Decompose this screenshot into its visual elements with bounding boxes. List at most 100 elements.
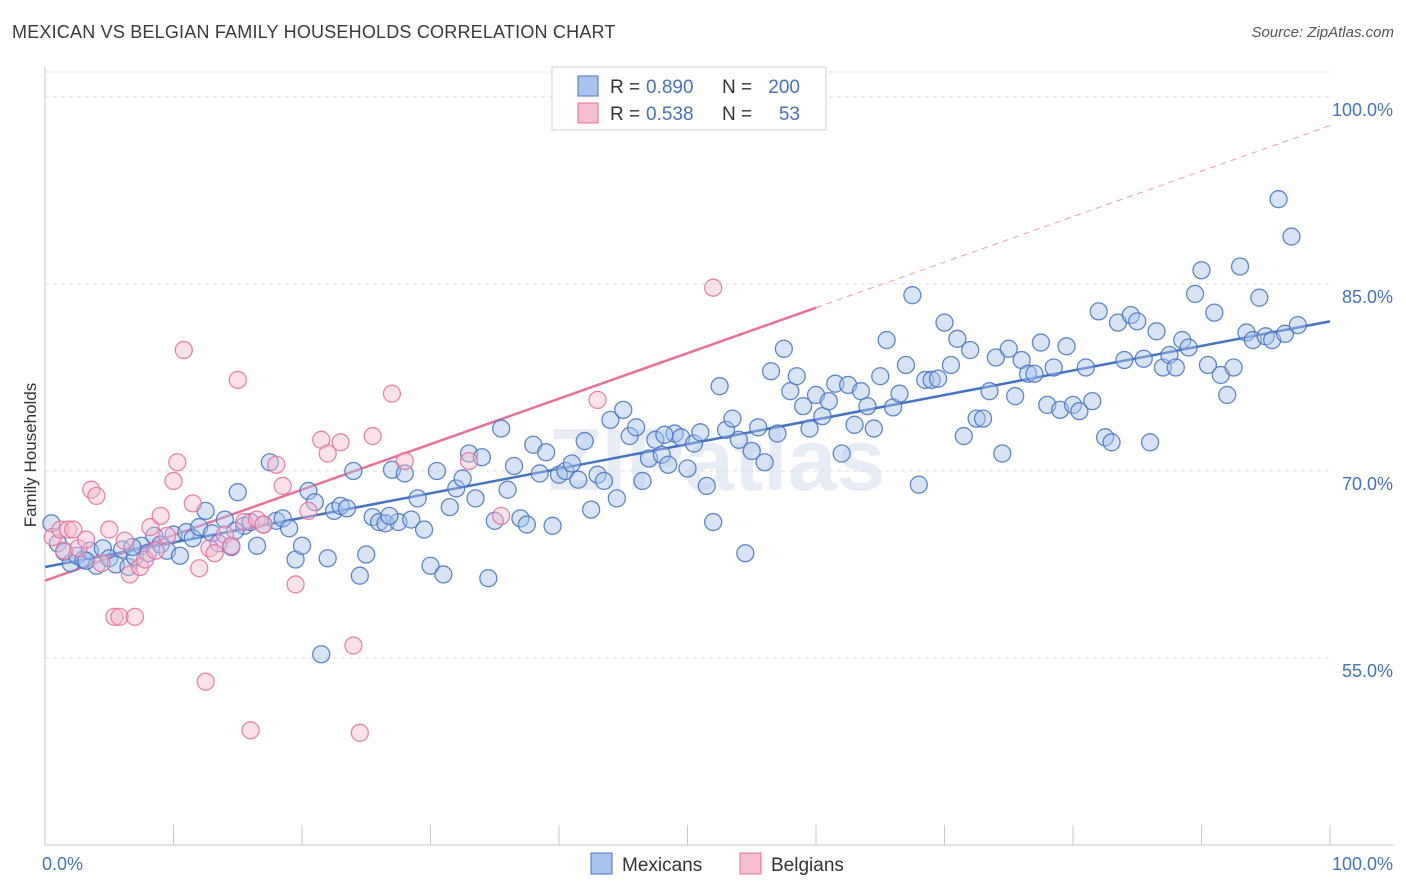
point-belgians-21 [157, 526, 177, 545]
point-mexicans-8 [93, 539, 112, 558]
point-mexicans-111 [755, 453, 774, 472]
x-tick-label-1: 100.0% [1332, 854, 1393, 874]
point-belgians-3 [58, 520, 78, 539]
point-belgians-2 [55, 541, 74, 560]
point-mexicans-56 [402, 510, 421, 529]
point-mexicans-192 [1275, 324, 1295, 343]
legend-n-label-belgians: N = [722, 104, 752, 125]
legend-r-label-belgians: R = [610, 104, 640, 125]
point-mexicans-70 [492, 419, 511, 438]
point-mexicans-181 [1205, 303, 1224, 322]
point-mexicans-37 [279, 519, 299, 538]
point-mexicans-142 [954, 426, 973, 446]
point-mexicans-62 [440, 497, 459, 517]
y-tick-labels: 55.0% 70.0% 85.0% 100.0% [1332, 100, 1393, 681]
point-mexicans-101 [691, 423, 710, 442]
point-belgians-6 [76, 530, 96, 549]
data-points [42, 190, 1308, 742]
point-mexicans-188 [1250, 288, 1269, 307]
point-mexicans-102 [697, 476, 716, 496]
point-belgians-50 [492, 506, 511, 526]
point-mexicans-171 [1140, 433, 1160, 452]
legend-n-value-belgians: 53 [779, 104, 800, 125]
point-belgians-0 [43, 527, 62, 547]
point-belgians-39 [286, 575, 305, 594]
legend-n-value-mexicans: 200 [768, 77, 800, 98]
point-mexicans-109 [742, 441, 761, 461]
point-mexicans-178 [1185, 284, 1205, 304]
point-mexicans-163 [1089, 302, 1108, 321]
point-mexicans-153 [1025, 364, 1044, 383]
point-mexicans-61 [434, 565, 453, 584]
point-mexicans-179 [1192, 261, 1211, 280]
point-belgians-46 [363, 426, 382, 446]
y-axis-title: Family Households [21, 383, 40, 528]
point-mexicans-110 [749, 418, 768, 437]
point-belgians-25 [183, 494, 202, 513]
legend-swatch-mexicans [577, 75, 599, 97]
point-mexicans-74 [517, 515, 537, 534]
point-mexicans-198 [380, 506, 399, 526]
source-label: Source: ZipAtlas.com [1251, 24, 1394, 41]
point-mexicans-160 [1070, 401, 1089, 421]
point-belgians-20 [151, 506, 170, 526]
point-mexicans-191 [1269, 190, 1288, 209]
point-mexicans-66 [466, 489, 485, 508]
point-mexicans-175 [1166, 358, 1185, 377]
point-mexicans-154 [1031, 333, 1051, 352]
point-belgians-32 [228, 370, 247, 390]
point-belgians-23 [168, 453, 187, 472]
point-mexicans-49 [357, 545, 376, 564]
point-mexicans-40 [299, 481, 318, 501]
y-tick-label-3: 100.0% [1332, 100, 1393, 120]
point-belgians-18 [141, 517, 160, 537]
point-mexicans-43 [318, 549, 337, 568]
point-mexicans-32 [247, 536, 267, 555]
point-mexicans-80 [556, 461, 575, 481]
point-belgians-42 [318, 444, 337, 463]
point-belgians-19 [146, 541, 165, 560]
point-mexicans-55 [395, 464, 414, 483]
point-mexicans-156 [1044, 358, 1063, 377]
point-mexicans-141 [948, 329, 967, 348]
point-mexicans-145 [973, 409, 993, 428]
point-mexicans-152 [1018, 364, 1038, 383]
point-belgians-26 [190, 559, 209, 578]
bottom-legend-label-mexicans: Mexicans [622, 855, 702, 876]
point-belgians-9 [92, 554, 111, 573]
point-belgians-34 [241, 721, 260, 740]
point-mexicans-146 [980, 382, 999, 401]
point-mexicans-103 [704, 512, 723, 532]
point-belgians-22 [164, 471, 183, 491]
point-mexicans-57 [408, 489, 427, 508]
legend-n-label-mexicans: N = [722, 77, 752, 98]
point-mexicans-140 [941, 355, 961, 375]
point-belgians-27 [196, 672, 215, 691]
legend: R = 0.890 N = 200 R = 0.538 N = 53 [551, 66, 827, 131]
point-mexicans-76 [530, 464, 549, 483]
point-mexicans-22 [183, 529, 202, 548]
point-mexicans-117 [794, 396, 813, 416]
bottom-legend-swatch-mexicans [590, 852, 613, 875]
point-mexicans-130 [877, 330, 896, 350]
legend-r-value-mexicans: 0.890 [646, 77, 694, 98]
point-mexicans-193 [1282, 227, 1301, 246]
point-mexicans-183 [1218, 385, 1237, 405]
point-mexicans-20 [170, 546, 190, 565]
point-mexicans-123 [832, 444, 851, 463]
point-mexicans-144 [967, 409, 986, 428]
point-mexicans-108 [736, 544, 755, 563]
point-belgians-24 [174, 340, 193, 360]
point-mexicans-100 [684, 434, 704, 453]
point-mexicans-47 [344, 461, 363, 481]
point-mexicans-96 [659, 455, 678, 474]
point-mexicans-194 [1288, 315, 1308, 335]
point-mexicans-186 [1237, 323, 1256, 342]
point-mexicans-161 [1076, 358, 1095, 377]
point-belgians-13 [115, 531, 134, 550]
point-mexicans-118 [800, 419, 819, 438]
point-belgians-52 [704, 278, 723, 297]
point-mexicans-148 [993, 444, 1012, 463]
point-belgians-51 [588, 390, 607, 410]
